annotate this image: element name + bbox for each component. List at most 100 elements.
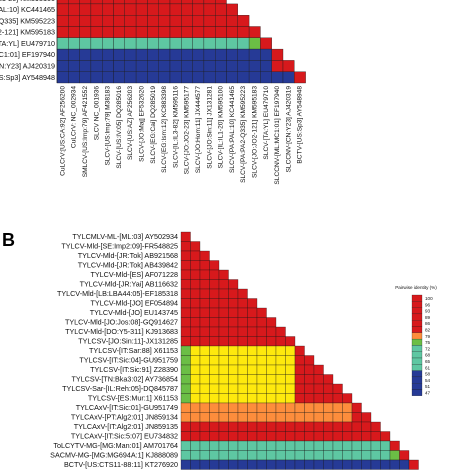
heatmap-a-cell [102,0,114,5]
heatmap-b-cell [332,421,343,432]
heatmap-b-cell [294,421,305,432]
heatmap-b-row-label: TYLCAxV-[IT:Sic:01]-GU951749 [76,403,178,412]
legend-swatch [411,326,423,333]
heatmap-a-cell [181,3,193,16]
heatmap-a-cell [79,37,92,50]
heatmap-b-cell [304,412,315,423]
heatmap-a-cell [102,71,114,84]
heatmap-b-cell [228,402,239,413]
heatmap-b-cell [199,412,210,423]
heatmap-b-cell [275,440,286,451]
heatmap-b-row-label: ToLCYTV-MG-[MG:Man:01] AM701764 [53,441,178,450]
heatmap-b-row-label: TYLCSV-[IT:Sic:04]-GU951759 [79,355,178,364]
heatmap-a-cell [56,0,69,5]
heatmap-b-cell [266,345,277,356]
heatmap-a-column-label: SLCV-[JO:Hom:11] JX444577 [195,86,202,173]
heatmap-b-cell [199,307,210,318]
heatmap-b-cell [209,412,220,423]
heatmap-b-cell [285,440,296,451]
heatmap-b-cell [247,298,258,309]
heatmap-a-cell [169,48,182,61]
heatmap-b-cell [266,326,277,337]
heatmap-a-cell [158,15,171,27]
heatmap-a-cell [169,26,182,38]
heatmap-b-row-label: BCTV-[US:CTS11-88:11] KT276920 [64,460,178,469]
heatmap-b-cell [361,412,372,423]
heatmap-a-cell [181,0,193,5]
heatmap-a-row-label: SLCCNV-[CN:Y23] AJ420319 [0,62,55,71]
heatmap-a-cell [282,60,295,72]
heatmap-a-cell [102,26,114,38]
heatmap-b-cell [342,440,353,451]
heatmap-a-cell [181,71,193,84]
heatmap-a-cell [113,3,125,16]
legend-tick-label: 65 [425,359,431,364]
heatmap-a-cell [271,71,284,84]
heatmap-b-cell [285,412,296,423]
heatmap-b-cell [323,431,334,442]
heatmap-b-cell [180,250,191,261]
heatmap-b-cell [218,269,229,280]
heatmap-b-row-label: TYLCSV-[JO:Sin:11]-JX131285 [78,336,178,345]
heatmap-a-cell [181,15,193,27]
heatmap-a-cell [90,3,103,16]
heatmap-b-cell [199,393,210,404]
heatmap-b-cell [256,393,267,404]
heatmap-b-cell [209,279,220,290]
heatmap-b-cell [256,459,267,470]
heatmap-b-cell [218,459,229,470]
legend-tick-label: 75 [425,340,431,345]
heatmap-b-cell [199,298,210,309]
legend-tick-label: 89 [425,315,431,320]
heatmap-b-cell [332,383,343,394]
heatmap-b-cell [275,336,286,347]
heatmap-a-cell [158,48,171,61]
heatmap-b-cell [190,269,201,280]
heatmap-b-cell [266,440,277,451]
heatmap-b-cell [199,421,210,432]
heatmap-b-cell [199,326,210,337]
heatmap-b-cell [199,317,210,328]
heatmap-b-cell [247,402,258,413]
heatmap-b-cell [304,459,315,470]
heatmap-b-cell [256,326,267,337]
heatmap-b-cell [370,450,381,461]
heatmap-b-cell [237,440,248,451]
heatmap-b-cell [247,355,258,366]
heatmap-a-cell [248,48,261,61]
heatmap-b-row-label: TYLCV-Mld-[ES] AF071228 [91,270,179,279]
heatmap-a-cell [203,60,216,72]
heatmap-b-cell [180,450,191,461]
heatmap-a-column-label: SLCV-[EG:Ism:12] KC883398 [161,86,168,173]
heatmap-b-cell [313,393,324,404]
heatmap-b-row-label: SACMV-MG-[MG:MG694A:1] KJ888089 [50,450,178,459]
heatmap-b-cell [304,431,315,442]
heatmap-a-cell [90,71,103,84]
heatmap-b-cell [380,431,391,442]
heatmap-b-cell [190,317,201,328]
heatmap-b-cell [304,374,315,385]
heatmap-a-cell [192,15,205,27]
heatmap-a-cell [248,60,261,72]
heatmap-b-cell [256,412,267,423]
heatmap-b-cell [380,450,391,461]
heatmap-b-cell [218,298,229,309]
heatmap-a-cell [135,60,148,72]
heatmap-b-cell [218,279,229,290]
heatmap-b-cell [180,421,191,432]
heatmap-b-cell [237,345,248,356]
legend-tick-label: 47 [425,391,431,396]
heatmap-b-cell [199,279,210,290]
heatmap-b-cell [209,450,220,461]
heatmap-b-cell [228,364,239,375]
heatmap-b-cell [180,393,191,404]
heatmap-b-cell [237,326,248,337]
heatmap-a-cell [68,71,80,84]
heatmap-b-cell [190,364,201,375]
heatmap-a-cell [90,48,103,61]
heatmap-b-cell [313,383,324,394]
heatmap-b-cell [199,402,210,413]
heatmap-a-cell [135,15,148,27]
heatmap-b-cell [285,402,296,413]
heatmap-b-cell [256,383,267,394]
